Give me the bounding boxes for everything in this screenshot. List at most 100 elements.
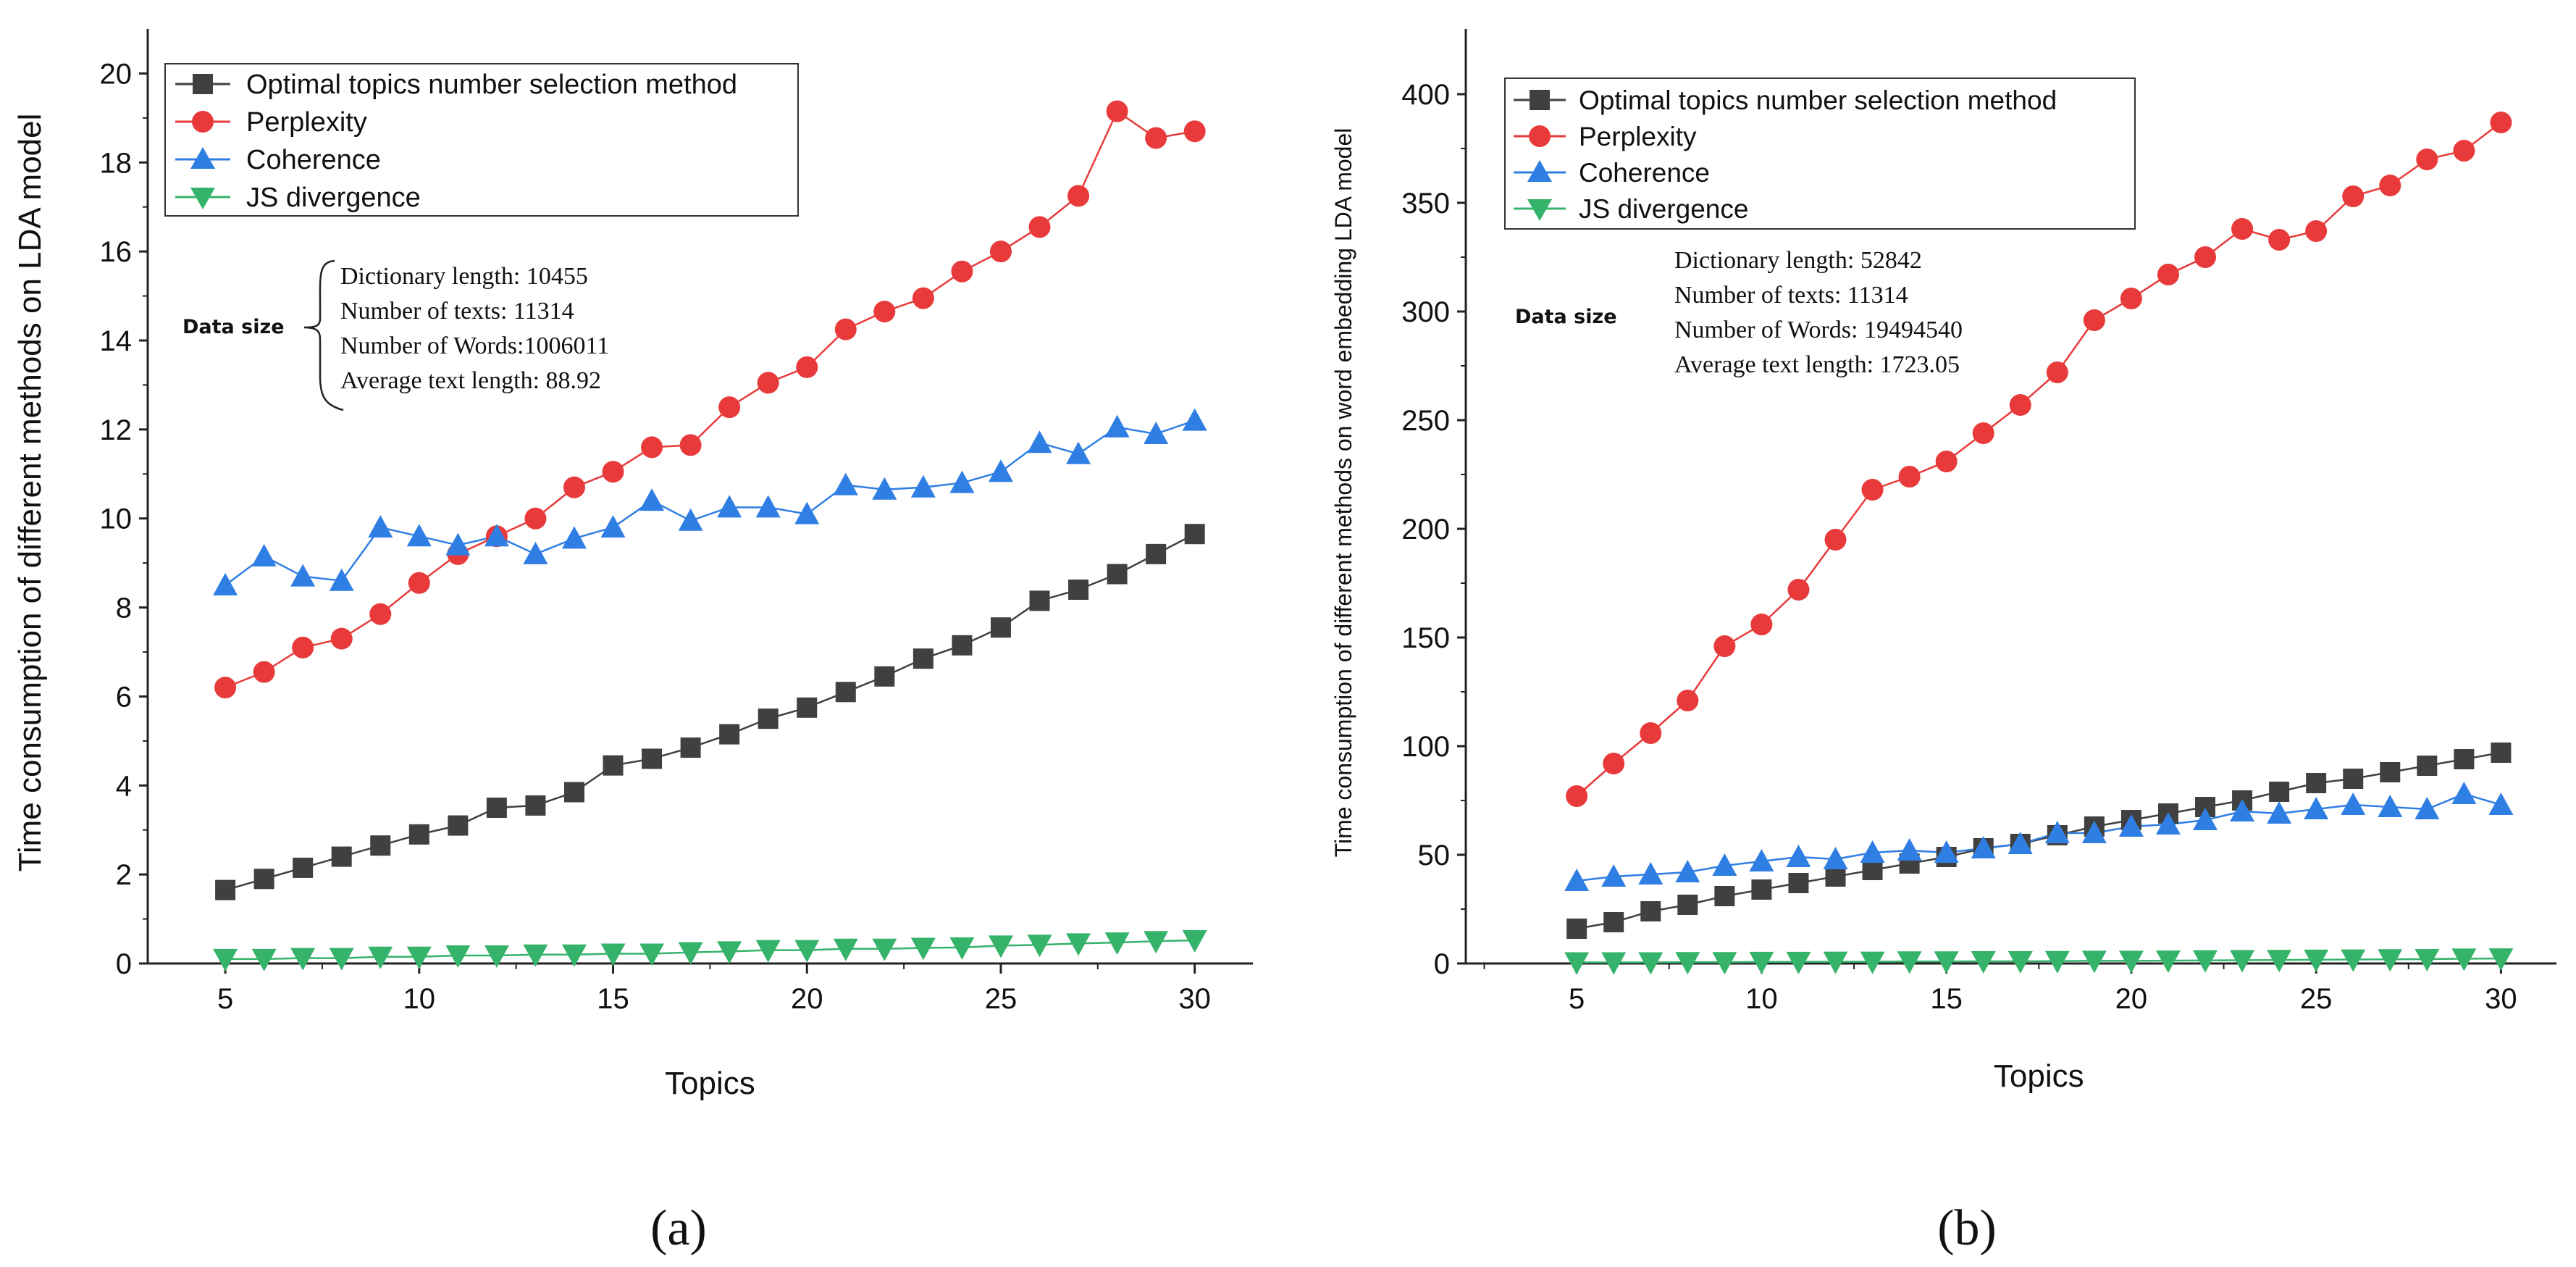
data-point-optimal: [215, 879, 236, 900]
data-point-coherence: [2267, 801, 2292, 824]
data-point-js: [484, 945, 509, 968]
data-point-perplexity: [330, 627, 353, 650]
chart-b-legend-item-perplexity: Perplexity: [1514, 122, 1697, 151]
data-point-coherence: [406, 524, 432, 547]
data-point-js: [1027, 934, 1052, 958]
x-tick-label: 30: [1178, 983, 1211, 1015]
data-point-perplexity: [2305, 220, 2328, 242]
data-point-coherence: [2304, 797, 2329, 819]
data-point-js: [561, 944, 587, 967]
data-point-coherence: [1860, 840, 1885, 863]
chart-a-caption: (a): [650, 1200, 707, 1256]
data-point-optimal: [1184, 524, 1205, 545]
data-point-js: [406, 946, 432, 969]
data-point-perplexity: [2453, 140, 2475, 162]
y-tick-label: 0: [1434, 948, 1450, 980]
data-point-js: [1860, 951, 1885, 974]
chart-b-annotation-line-1: Dictionary length: 52842: [1674, 247, 1922, 274]
chart-a-legend-label-optimal: Optimal topics number selection method: [246, 70, 737, 100]
legend-marker-square: [1530, 90, 1550, 110]
data-point-js: [290, 948, 316, 971]
data-point-optimal: [370, 835, 391, 856]
data-point-js: [213, 948, 238, 971]
data-point-js: [2378, 949, 2403, 972]
data-point-coherence: [2378, 795, 2403, 817]
data-point-js: [678, 942, 703, 965]
chart-b-legend-frame: [1504, 78, 2136, 230]
data-point-js: [1712, 952, 1737, 975]
data-point-perplexity: [408, 572, 430, 594]
data-point-js: [2230, 950, 2255, 973]
data-point-js: [1823, 951, 1848, 974]
data-point-coherence: [213, 572, 238, 595]
data-point-optimal: [1068, 580, 1089, 600]
data-point-coherence: [1144, 422, 1169, 444]
data-point-perplexity: [2120, 288, 2142, 309]
data-point-coherence: [1971, 836, 1996, 858]
data-point-optimal: [1825, 866, 1846, 887]
data-point-js: [639, 943, 665, 966]
data-point-optimal: [603, 755, 624, 776]
data-point-perplexity: [602, 461, 624, 483]
series-line-js: [1577, 957, 2501, 963]
chart-b-annotation-line-2: Number of texts: 11314: [1674, 282, 1908, 309]
data-point-js: [2488, 948, 2514, 971]
x-tick-label: 25: [2300, 983, 2333, 1015]
data-point-perplexity: [757, 372, 779, 394]
x-tick-label: 5: [1569, 983, 1585, 1015]
data-point-coherence: [1104, 414, 1130, 438]
y-tick-label: 0: [116, 948, 132, 980]
chart-b-legend-item-js: JS divergence: [1514, 194, 1748, 224]
data-point-optimal: [2306, 773, 2327, 793]
data-point-optimal: [2417, 756, 2438, 776]
y-tick-label: 12: [100, 414, 133, 446]
data-point-optimal: [1640, 901, 1661, 921]
data-point-coherence: [1749, 849, 1774, 871]
data-point-perplexity: [2268, 229, 2291, 251]
chart-b-xlabel: Topics: [1994, 1058, 2084, 1094]
data-point-coherence: [600, 515, 626, 538]
data-point-coherence: [368, 515, 393, 538]
chart-b-legend-label-js: JS divergence: [1579, 194, 1748, 224]
chart-a-annotation: Data size Dictionary length: 10455 Numbe…: [182, 259, 609, 411]
y-tick-label: 300: [1401, 296, 1450, 328]
data-point-js: [988, 935, 1013, 958]
data-point-perplexity: [1145, 127, 1167, 149]
data-point-coherence: [1638, 862, 1664, 885]
data-point-coherence: [2155, 812, 2181, 835]
chart-a-legend-item-coherence: Coherence: [175, 145, 381, 175]
data-point-optimal: [2269, 782, 2290, 802]
chart-a-legend: Optimal topics number selection method P…: [164, 63, 799, 217]
data-point-js: [2304, 949, 2329, 972]
legend-marker-square: [193, 74, 213, 94]
data-point-optimal: [1107, 564, 1128, 585]
data-point-optimal: [835, 682, 856, 703]
data-point-perplexity: [1824, 529, 1847, 551]
data-point-coherence: [2415, 797, 2440, 819]
data-point-js: [755, 940, 781, 963]
data-point-optimal: [1714, 886, 1735, 906]
data-point-js: [2267, 950, 2292, 973]
chart-a-legend-frame: [164, 63, 799, 217]
legend-marker-circle: [1529, 125, 1551, 147]
data-point-js: [1786, 951, 1811, 974]
data-point-perplexity: [1566, 785, 1588, 807]
y-tick-label: 350: [1401, 188, 1450, 219]
data-point-optimal: [1566, 919, 1587, 939]
chart-a-legend-label-coherence: Coherence: [246, 145, 381, 175]
data-point-optimal: [486, 798, 507, 818]
data-point-perplexity: [2490, 112, 2512, 133]
data-point-js: [794, 940, 820, 963]
data-point-optimal: [758, 708, 779, 729]
data-point-coherence: [523, 541, 548, 564]
y-tick-label: 2: [116, 859, 132, 891]
x-tick-label: 10: [403, 983, 436, 1015]
data-point-coherence: [2341, 793, 2366, 815]
chart-b-annotation-line-4: Average text length: 1723.05: [1674, 351, 1960, 378]
data-point-coherence: [484, 524, 509, 547]
data-point-js: [1564, 952, 1590, 975]
data-point-js: [2118, 950, 2144, 974]
data-point-perplexity: [1183, 120, 1206, 143]
data-point-coherence: [1675, 860, 1700, 882]
